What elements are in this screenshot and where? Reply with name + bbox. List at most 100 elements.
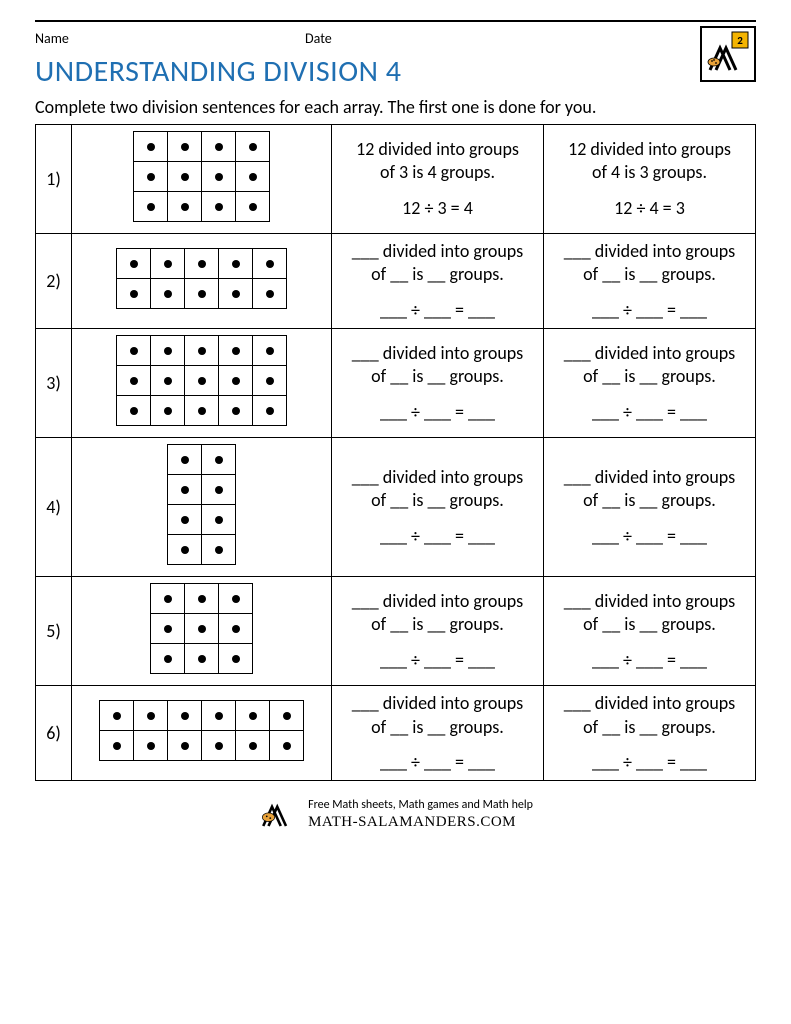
dot-icon: [130, 407, 138, 415]
dot-array: [99, 700, 304, 761]
dot-icon: [181, 486, 189, 494]
dot-icon: [164, 655, 172, 663]
problem-number: 3): [36, 329, 72, 438]
answer-sentence-line1: ___ divided into groups: [336, 692, 539, 715]
answer-cell-2: ___ divided into groupsof __ is __ group…: [544, 438, 756, 577]
answer-sentence-line2: of 4 is 3 groups.: [548, 161, 751, 184]
answer-cell-1: 12 divided into groupsof 3 is 4 groups.1…: [332, 125, 544, 234]
problem-row: 4)___ divided into groupsof __ is __ gro…: [36, 438, 756, 577]
dot-icon: [215, 546, 223, 554]
problem-number: 2): [36, 234, 72, 329]
answer-cell-2: ___ divided into groupsof __ is __ group…: [544, 329, 756, 438]
dot-icon: [232, 377, 240, 385]
answer-cell-2: 12 divided into groupsof 4 is 3 groups.1…: [544, 125, 756, 234]
footer-url: MATH-SALAMANDERS.COM: [308, 813, 533, 831]
answer-equation: ___ ÷ ___ = ___: [548, 401, 751, 424]
date-label: Date: [305, 30, 332, 47]
dot-icon: [130, 290, 138, 298]
dot-icon: [249, 712, 257, 720]
dot-icon: [113, 742, 121, 750]
answer-sentence-line2: of __ is __ groups.: [336, 716, 539, 739]
footer-tagline: Free Math sheets, Math games and Math he…: [308, 798, 533, 812]
dot-icon: [266, 407, 274, 415]
dot-icon: [147, 203, 155, 211]
svg-text:2: 2: [737, 34, 743, 47]
answer-sentence-line1: ___ divided into groups: [548, 466, 751, 489]
answer-sentence-line2: of 3 is 4 groups.: [336, 161, 539, 184]
dot-icon: [215, 486, 223, 494]
dot-icon: [198, 595, 206, 603]
answer-equation: ___ ÷ ___ = ___: [336, 649, 539, 672]
answer-equation: ___ ÷ ___ = ___: [548, 525, 751, 548]
dot-icon: [181, 203, 189, 211]
answer-sentence-line1: 12 divided into groups: [548, 138, 751, 161]
dot-icon: [198, 347, 206, 355]
answer-sentence-line2: of __ is __ groups.: [336, 263, 539, 286]
answer-sentence-line1: ___ divided into groups: [548, 240, 751, 263]
dot-icon: [198, 655, 206, 663]
problem-row: 5)___ divided into groupsof __ is __ gro…: [36, 577, 756, 686]
dot-icon: [164, 347, 172, 355]
header-row: Name Date 2: [35, 30, 756, 47]
dot-icon: [266, 290, 274, 298]
problem-number: 5): [36, 577, 72, 686]
dot-icon: [266, 260, 274, 268]
dot-array: [116, 335, 287, 426]
dot-icon: [232, 290, 240, 298]
dot-icon: [164, 290, 172, 298]
dot-icon: [232, 655, 240, 663]
answer-sentence-line1: ___ divided into groups: [548, 692, 751, 715]
dot-icon: [266, 377, 274, 385]
dot-icon: [249, 203, 257, 211]
answer-sentence-line2: of __ is __ groups.: [548, 489, 751, 512]
dot-icon: [232, 625, 240, 633]
answer-equation: ___ ÷ ___ = ___: [336, 299, 539, 322]
array-cell: [72, 577, 332, 686]
dot-icon: [164, 625, 172, 633]
dot-array: [150, 583, 253, 674]
answer-sentence-line1: ___ divided into groups: [548, 342, 751, 365]
array-cell: [72, 125, 332, 234]
dot-icon: [181, 456, 189, 464]
dot-icon: [181, 546, 189, 554]
answer-cell-1: ___ divided into groupsof __ is __ group…: [332, 329, 544, 438]
dot-icon: [130, 347, 138, 355]
array-cell: [72, 438, 332, 577]
answer-sentence-line2: of __ is __ groups.: [548, 613, 751, 636]
dot-icon: [164, 377, 172, 385]
problem-number: 6): [36, 686, 72, 781]
answer-equation: ___ ÷ ___ = ___: [548, 299, 751, 322]
answer-sentence-line2: of __ is __ groups.: [336, 613, 539, 636]
dot-icon: [113, 712, 121, 720]
dot-icon: [181, 742, 189, 750]
dot-icon: [249, 742, 257, 750]
dot-icon: [181, 516, 189, 524]
answer-sentence-line1: 12 divided into groups: [336, 138, 539, 161]
dot-icon: [283, 712, 291, 720]
dot-icon: [249, 143, 257, 151]
dot-icon: [198, 377, 206, 385]
dot-icon: [198, 625, 206, 633]
dot-icon: [283, 742, 291, 750]
answer-sentence-line2: of __ is __ groups.: [336, 489, 539, 512]
dot-icon: [147, 143, 155, 151]
dot-icon: [147, 173, 155, 181]
dot-icon: [198, 290, 206, 298]
array-cell: [72, 234, 332, 329]
dot-icon: [164, 260, 172, 268]
answer-sentence-line1: ___ divided into groups: [336, 590, 539, 613]
answer-equation: ___ ÷ ___ = ___: [336, 751, 539, 774]
answer-cell-1: ___ divided into groupsof __ is __ group…: [332, 438, 544, 577]
answer-sentence-line1: ___ divided into groups: [336, 342, 539, 365]
dot-icon: [181, 173, 189, 181]
dot-icon: [215, 456, 223, 464]
dot-icon: [215, 173, 223, 181]
answer-equation: ___ ÷ ___ = ___: [336, 401, 539, 424]
answer-cell-1: ___ divided into groupsof __ is __ group…: [332, 234, 544, 329]
dot-array: [133, 131, 270, 222]
array-cell: [72, 686, 332, 781]
answer-sentence-line1: ___ divided into groups: [336, 466, 539, 489]
problem-number: 1): [36, 125, 72, 234]
problem-row: 2)___ divided into groupsof __ is __ gro…: [36, 234, 756, 329]
dot-icon: [164, 407, 172, 415]
